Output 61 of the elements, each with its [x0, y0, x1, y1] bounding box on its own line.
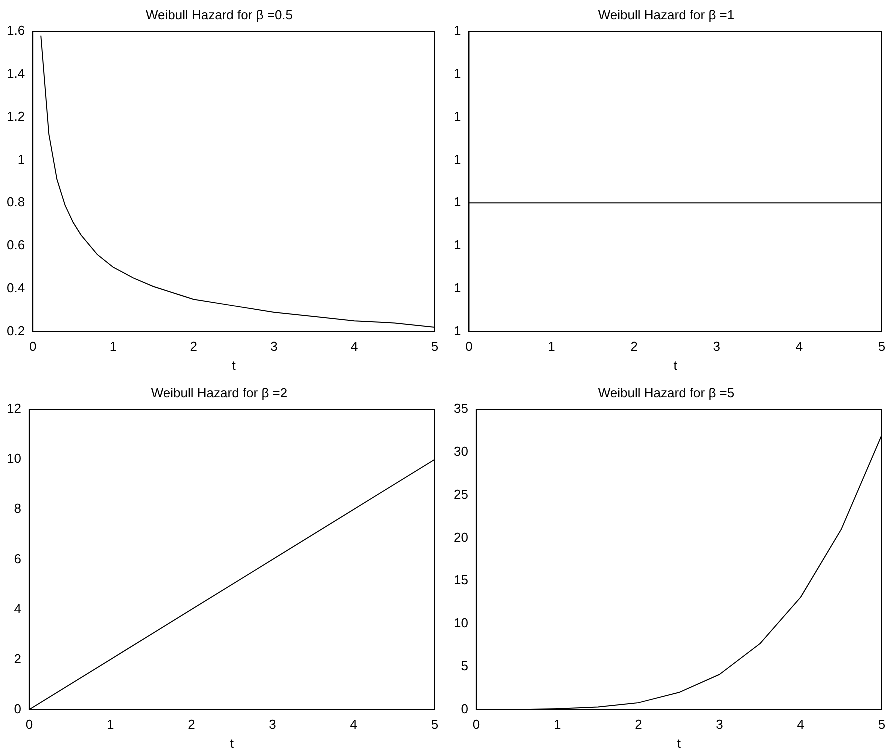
y-tick-label: 12 [6, 401, 22, 416]
x-axis-title: t [674, 358, 678, 373]
x-axis-title: t [232, 358, 236, 373]
y-tick-label: 1 [454, 194, 462, 210]
y-tick-label: 0.8 [6, 194, 26, 210]
y-tick-label: 1.2 [6, 108, 26, 124]
x-tick-label: 5 [431, 717, 439, 732]
y-tick-label: 2 [14, 651, 22, 666]
y-tick-label: 1 [454, 280, 462, 296]
x-tick-label: 1 [110, 339, 118, 354]
y-tick-label: 0 [461, 701, 468, 716]
x-tick-label: 4 [797, 717, 805, 732]
x-tick-label: 5 [878, 339, 886, 354]
x-tick-label: 4 [350, 717, 358, 732]
y-tick-label: 1 [454, 108, 462, 124]
y-tick-label: 5 [461, 658, 468, 674]
x-tick-label: 4 [796, 339, 804, 354]
y-tick-label: 1.6 [6, 23, 26, 38]
y-tick-label: 1 [18, 152, 26, 167]
y-tick-label: 10 [454, 616, 468, 631]
chart-title: Weibull Hazard for β =1 [598, 7, 735, 22]
y-tick-label: 0.4 [6, 280, 26, 296]
y-tick-label: 0 [14, 701, 22, 716]
x-tick-label: 0 [29, 339, 37, 354]
x-tick-label: 1 [554, 717, 562, 732]
x-tick-label: 1 [106, 717, 114, 732]
y-tick-label: 6 [14, 551, 22, 566]
y-tick-label: 25 [454, 486, 468, 502]
y-tick-label: 0.6 [6, 238, 26, 253]
y-tick-label: 1 [454, 152, 462, 167]
x-tick-label: 5 [431, 339, 439, 354]
chart-title: Weibull Hazard for β =0.5 [146, 7, 294, 22]
y-tick-label: 35 [454, 401, 468, 416]
y-tick-label: 1 [454, 23, 462, 38]
y-tick-label: 0.2 [6, 323, 26, 338]
y-tick-label: 20 [454, 530, 468, 545]
x-tick-label: 4 [350, 339, 358, 354]
x-tick-label: 2 [188, 717, 196, 732]
x-tick-label: 2 [635, 717, 642, 732]
y-tick-label: 4 [14, 601, 22, 616]
x-tick-label: 5 [878, 717, 886, 732]
x-tick-label: 2 [630, 339, 638, 354]
y-tick-label: 1 [454, 238, 462, 253]
x-axis-title: t [230, 736, 234, 751]
x-tick-label: 3 [713, 339, 721, 354]
y-tick-label: 8 [14, 501, 22, 516]
x-tick-label: 3 [270, 339, 278, 354]
x-axis-title: t [677, 736, 682, 751]
x-tick-label: 3 [269, 717, 276, 732]
x-tick-label: 1 [548, 339, 556, 354]
y-tick-label: 30 [454, 444, 468, 460]
x-tick-label: 3 [716, 717, 724, 732]
y-tick-label: 1 [454, 323, 462, 338]
chart-title: Weibull Hazard for β =5 [598, 385, 735, 400]
y-tick-label: 1.4 [6, 66, 26, 82]
y-tick-label: 1 [454, 66, 462, 82]
x-tick-label: 0 [472, 717, 480, 732]
x-tick-label: 2 [190, 339, 198, 354]
y-tick-label: 10 [6, 451, 22, 466]
chart-title: Weibull Hazard for β =2 [151, 385, 288, 400]
y-tick-label: 15 [454, 572, 468, 588]
